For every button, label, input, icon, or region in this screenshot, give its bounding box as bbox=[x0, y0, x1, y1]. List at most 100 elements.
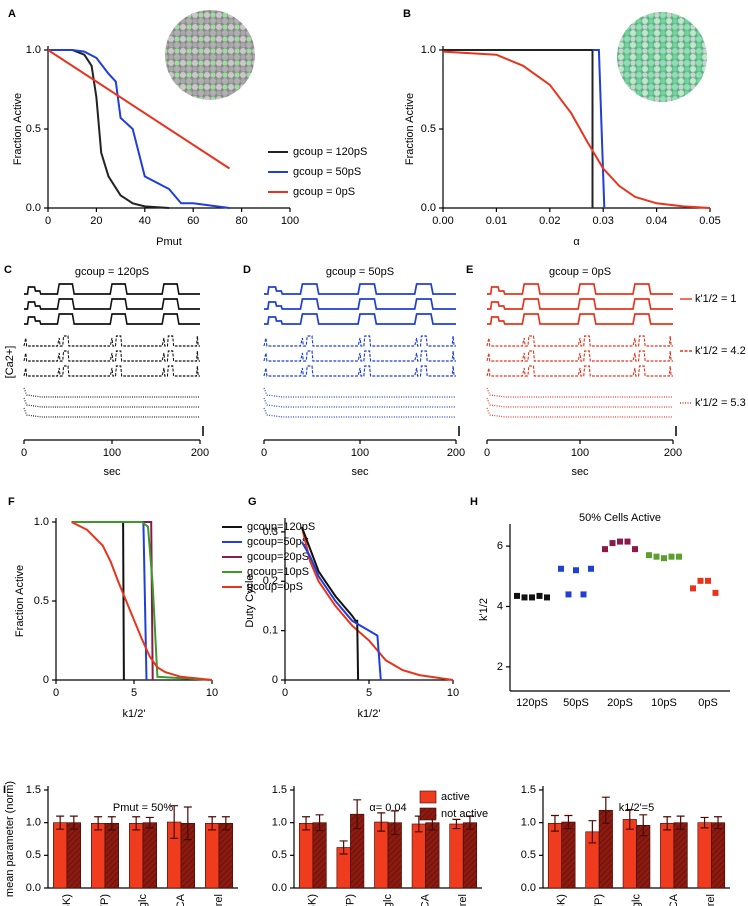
hatch bbox=[67, 822, 81, 888]
panel-letter: B bbox=[403, 8, 411, 20]
hatch bbox=[599, 810, 613, 888]
error-bar bbox=[452, 818, 461, 830]
hatch bbox=[711, 822, 725, 888]
line bbox=[71, 521, 148, 681]
x-tick-label: 0 bbox=[21, 447, 27, 459]
y-tick-label: 1.5 bbox=[521, 784, 536, 796]
point bbox=[602, 546, 608, 553]
bar bbox=[697, 822, 712, 889]
panel-letter: F bbox=[8, 496, 15, 508]
point bbox=[646, 552, 652, 559]
error-bar bbox=[676, 815, 685, 830]
x-tick-label: 200 bbox=[447, 447, 465, 459]
point bbox=[544, 594, 550, 601]
point bbox=[536, 592, 543, 599]
y-axis-label: Duty Cycle bbox=[244, 574, 256, 627]
line bbox=[300, 526, 454, 681]
y-tick-label: 1.5 bbox=[26, 784, 41, 796]
y-tick-label: 0.1 bbox=[263, 625, 278, 637]
point bbox=[668, 553, 675, 560]
trace bbox=[263, 335, 457, 347]
trace bbox=[23, 387, 201, 398]
x-axis-label: k1/2' bbox=[123, 708, 146, 720]
x-tick-label: GKCa(BK) bbox=[307, 894, 319, 906]
y-tick-label: 1.0 bbox=[421, 44, 436, 56]
point bbox=[609, 540, 616, 547]
y-tick-label: 0 bbox=[43, 674, 49, 686]
y-tick-label: 1.0 bbox=[521, 817, 536, 829]
x-tick-label: GKCa(BK) bbox=[556, 894, 568, 906]
bar bbox=[660, 823, 675, 889]
trace bbox=[263, 407, 457, 418]
point bbox=[588, 565, 594, 572]
error-bar bbox=[353, 799, 362, 830]
line bbox=[300, 526, 360, 681]
trace bbox=[486, 407, 674, 418]
trace bbox=[263, 365, 457, 377]
y-tick-label: 0.0 bbox=[26, 882, 41, 894]
trace bbox=[486, 397, 674, 408]
x-tick-label: 60 bbox=[187, 215, 199, 227]
bar bbox=[53, 822, 68, 889]
x-tick-label: 20pS bbox=[607, 697, 633, 709]
x-tick-label: 10 bbox=[447, 687, 459, 699]
hatch bbox=[143, 822, 157, 888]
point bbox=[653, 553, 660, 560]
line bbox=[47, 49, 231, 170]
trace bbox=[486, 298, 674, 310]
x-axis-label: k1/2' bbox=[358, 708, 381, 720]
error-bar bbox=[465, 815, 474, 830]
trace bbox=[486, 283, 674, 295]
x-tick-label: GK(ATP) bbox=[593, 894, 605, 906]
trace bbox=[23, 298, 201, 310]
legend-label: gcoup = 50pS bbox=[293, 166, 361, 178]
y-tick-label: 1.0 bbox=[272, 817, 287, 829]
hatch bbox=[561, 822, 576, 888]
trace bbox=[486, 387, 674, 398]
x-tick-label: 40 bbox=[139, 215, 151, 227]
legend-label: active bbox=[441, 791, 470, 803]
x-tick-label: Prel bbox=[705, 894, 717, 906]
trace bbox=[23, 313, 201, 325]
x-tick-label: 0 bbox=[282, 687, 288, 699]
legend-label: not active bbox=[441, 808, 488, 820]
x-tick-label: 200 bbox=[191, 447, 209, 459]
point bbox=[514, 592, 520, 599]
trace bbox=[263, 387, 457, 398]
trace bbox=[23, 365, 201, 377]
trace bbox=[486, 350, 674, 362]
y-tick-label: 0.5 bbox=[421, 123, 436, 135]
legend-label: k'1/2 = 1 bbox=[695, 293, 737, 305]
hatch bbox=[350, 814, 364, 888]
line bbox=[71, 521, 213, 681]
x-tick-label: 10pS bbox=[651, 697, 677, 709]
error-bar bbox=[377, 812, 386, 832]
bar bbox=[449, 823, 464, 889]
x-axis-label: Pmut bbox=[156, 236, 182, 248]
x-axis-label: α bbox=[573, 236, 580, 248]
bar bbox=[547, 823, 563, 889]
y-axis-label: [Ca2+] bbox=[4, 346, 16, 379]
y-tick-label: 1.0 bbox=[26, 817, 41, 829]
trace bbox=[23, 397, 201, 408]
legend-label: gcoup=10pS bbox=[247, 566, 309, 578]
point bbox=[617, 538, 623, 545]
bar bbox=[298, 823, 314, 889]
trace bbox=[263, 298, 457, 310]
y-tick-label: 0.0 bbox=[26, 202, 41, 214]
error-bar bbox=[69, 815, 78, 830]
panel-letter: A bbox=[8, 8, 16, 20]
point bbox=[529, 594, 535, 601]
x-tick-label: PSERCA bbox=[175, 893, 187, 906]
islet-image bbox=[165, 10, 255, 100]
x-tick-label: 0.05 bbox=[699, 215, 720, 227]
x-tick-label: 20 bbox=[90, 215, 102, 227]
x-tick-label: 100 bbox=[103, 447, 121, 459]
bar bbox=[374, 821, 389, 889]
y-tick-label: 0.5 bbox=[26, 123, 41, 135]
trace bbox=[23, 335, 201, 347]
panel-letter: G bbox=[248, 496, 257, 508]
hatch bbox=[388, 822, 402, 888]
chart-title: gcoup = 120pS bbox=[75, 266, 149, 278]
bar bbox=[91, 823, 106, 889]
